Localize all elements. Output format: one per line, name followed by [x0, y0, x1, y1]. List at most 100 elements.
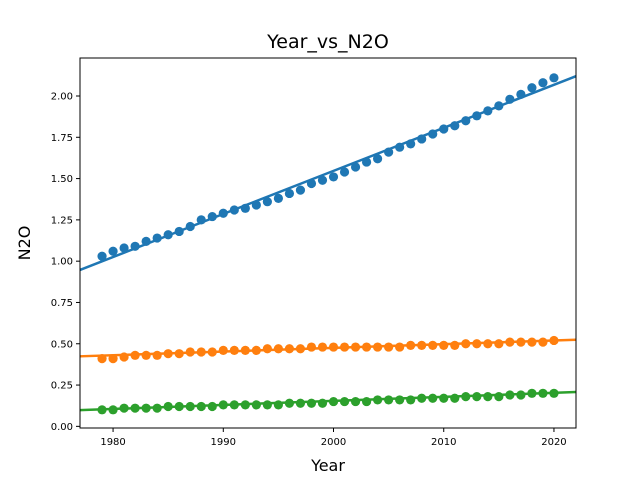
data-point-series-1-2011 — [450, 121, 460, 131]
data-point-series-2-2013 — [472, 339, 482, 349]
data-point-series-3-2006 — [395, 395, 405, 405]
chart-title: Year_vs_N2O — [266, 31, 389, 53]
x-axis-label: Year — [310, 456, 345, 475]
data-point-series-2-1997 — [295, 344, 306, 354]
data-point-series-3-2005 — [384, 395, 394, 405]
data-point-series-2-2017 — [516, 337, 526, 347]
data-point-series-3-2014 — [483, 392, 493, 402]
data-point-series-1-2000 — [328, 172, 339, 182]
data-point-series-2-1984 — [152, 350, 162, 360]
y-axis-label: N2O — [15, 226, 34, 261]
data-point-series-2-1986 — [174, 349, 184, 359]
data-point-series-2-1980 — [108, 354, 118, 364]
data-point-series-1-2009 — [428, 129, 438, 139]
y-tick-label: 0.00 — [51, 422, 73, 433]
x-axis-ticks: 1980 1990 2000 2010 2020 — [100, 428, 567, 448]
data-point-series-1-1999 — [317, 175, 328, 185]
data-point-series-3-2011 — [450, 393, 460, 403]
data-point-series-3-1992 — [240, 400, 250, 410]
data-point-series-1-2005 — [384, 147, 394, 157]
data-point-series-1-2002 — [350, 162, 361, 172]
data-point-series-3-2001 — [339, 396, 350, 407]
data-point-series-1-2020 — [549, 73, 559, 83]
data-point-series-2-2015 — [494, 339, 504, 349]
data-point-series-3-2013 — [472, 392, 482, 402]
data-point-series-1-2012 — [461, 116, 471, 126]
data-point-series-2-2012 — [461, 339, 471, 349]
y-tick-label: 1.00 — [51, 257, 73, 268]
data-point-series-1-1997 — [295, 185, 306, 195]
data-point-series-3-1988 — [196, 401, 206, 412]
data-point-series-3-2015 — [494, 392, 504, 402]
data-point-series-1-1985 — [163, 230, 173, 240]
y-tick-label: 1.75 — [51, 133, 73, 144]
data-point-series-2-2005 — [384, 342, 394, 352]
data-point-series-1-1994 — [262, 197, 272, 207]
data-point-series-3-1995 — [273, 400, 283, 410]
y-tick-label: 2.00 — [51, 91, 73, 102]
data-point-series-2-2004 — [373, 342, 383, 352]
data-point-series-3-1996 — [284, 398, 295, 408]
data-point-series-1-1991 — [229, 205, 239, 215]
data-point-series-2-1994 — [262, 344, 272, 354]
data-point-series-2-2007 — [406, 340, 416, 351]
data-point-series-1-1988 — [196, 215, 206, 225]
data-point-series-3-1998 — [306, 398, 317, 408]
trend-line-series-2 — [79, 338, 577, 358]
data-point-series-3-2009 — [428, 393, 438, 403]
data-point-series-2-1999 — [317, 342, 328, 352]
data-point-series-1-1996 — [284, 188, 295, 199]
data-point-series-2-2018 — [527, 337, 537, 347]
data-point-series-2-1982 — [130, 350, 140, 360]
data-point-series-3-2017 — [516, 390, 526, 400]
y-axis-ticks: 0.00 0.25 0.50 0.75 1.00 1.25 1.50 1.75 2.00 — [51, 91, 80, 433]
y-tick-label: 0.75 — [51, 298, 73, 309]
data-point-series-3-2002 — [350, 396, 361, 407]
data-point-series-1-2007 — [406, 139, 416, 149]
data-point-series-1-2014 — [483, 106, 493, 116]
data-point-series-1-1982 — [130, 241, 140, 251]
data-point-series-1-2013 — [472, 111, 482, 121]
data-point-series-1-2004 — [373, 154, 383, 164]
x-tick-label: 2010 — [431, 437, 456, 448]
data-point-series-3-1980 — [108, 405, 118, 415]
data-point-series-2-1989 — [207, 347, 217, 357]
data-point-series-1-1983 — [141, 236, 151, 246]
trend-lines — [79, 75, 577, 412]
y-tick-label: 0.50 — [51, 339, 73, 350]
data-point-series-1-2017 — [516, 89, 526, 99]
data-point-series-1-2019 — [538, 78, 548, 88]
y-tick-label: 1.50 — [51, 174, 73, 185]
data-point-series-1-2008 — [417, 134, 427, 144]
data-point-series-3-2000 — [328, 396, 339, 407]
data-point-series-2-1987 — [185, 347, 195, 357]
data-point-series-2-1981 — [119, 352, 129, 362]
data-point-series-3-1985 — [163, 401, 173, 412]
data-point-series-2-1995 — [273, 344, 283, 354]
data-point-series-2-2003 — [361, 342, 372, 352]
data-point-series-2-2002 — [350, 342, 361, 352]
data-point-series-2-2014 — [483, 339, 493, 349]
data-point-series-1-2001 — [339, 167, 350, 177]
data-points — [97, 73, 559, 415]
data-point-series-1-1984 — [152, 233, 162, 243]
data-point-series-2-1998 — [306, 342, 317, 352]
data-point-series-1-1992 — [240, 203, 250, 213]
data-point-series-3-1981 — [119, 403, 129, 413]
data-point-series-1-1998 — [306, 178, 317, 189]
data-point-series-1-2010 — [439, 124, 449, 134]
data-point-series-1-1981 — [119, 243, 129, 253]
data-point-series-3-1989 — [207, 401, 217, 412]
data-point-series-2-1996 — [284, 344, 295, 354]
data-point-series-2-2020 — [549, 335, 559, 346]
data-point-series-2-1979 — [97, 354, 107, 364]
data-point-series-1-1979 — [97, 251, 107, 261]
data-point-series-3-1986 — [174, 401, 184, 412]
data-point-series-3-1983 — [141, 403, 151, 413]
data-point-series-1-2018 — [527, 83, 537, 93]
data-point-series-2-2010 — [439, 340, 449, 351]
data-point-series-3-2008 — [417, 393, 427, 403]
data-point-series-2-1988 — [196, 347, 206, 357]
data-point-series-3-2019 — [538, 388, 548, 398]
